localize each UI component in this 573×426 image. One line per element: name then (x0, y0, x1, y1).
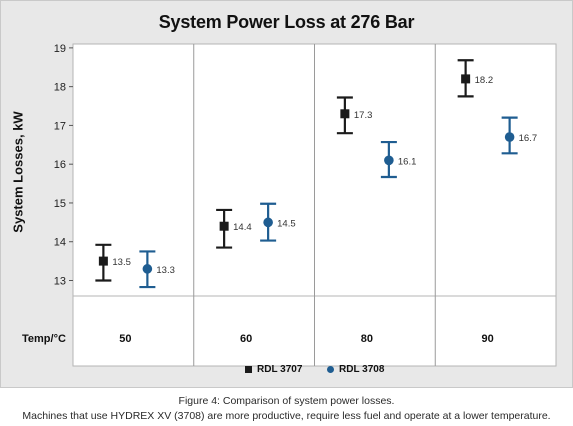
figure-caption-title: Figure 4: Comparison of system power los… (178, 395, 395, 407)
y-tick-label: 19 (54, 43, 66, 55)
legend-item-rdl3707: RDL 3707 (245, 364, 302, 375)
category-label: 90 (482, 333, 494, 345)
chart-title: System Power Loss at 276 Bar (158, 12, 415, 32)
legend-label-rdl3708: RDL 3708 (339, 364, 385, 375)
data-point-square (98, 256, 108, 266)
data-point-square (461, 74, 471, 84)
x-axis-title: Temp/°C (22, 333, 66, 345)
y-tick-label: 14 (54, 237, 66, 249)
data-point-circle (504, 132, 515, 142)
legend-circle-marker (327, 366, 334, 373)
data-point-circle (263, 217, 273, 228)
legend-square-marker (245, 366, 252, 373)
category-label: 50 (119, 333, 131, 345)
plot-area: 13 14 15 16 17 18 19 50 60 80 90 13.5 14.4 17.3 18.2 13… (54, 43, 557, 367)
category-label: 80 (361, 333, 373, 345)
data-point-circle (142, 264, 153, 274)
y-tick-label: 17 (54, 120, 66, 132)
data-label: 18.2 (475, 75, 494, 86)
legend-label-rdl3707: RDL 3707 (257, 364, 303, 375)
data-label: 17.3 (354, 110, 373, 121)
data-point-circle (384, 155, 394, 166)
y-tick-label: 15 (54, 198, 66, 210)
data-point-square (219, 221, 229, 231)
data-label: 16.7 (519, 133, 538, 144)
data-label: 14.4 (233, 222, 252, 233)
category-label: 60 (240, 333, 252, 345)
y-tick-label: 16 (54, 159, 66, 171)
figure-caption-body: Machines that use HYDREX XV (3708) are m… (22, 410, 551, 422)
legend-item-rdl3708: RDL 3708 (327, 364, 384, 375)
data-label: 16.1 (398, 156, 417, 167)
data-label: 14.5 (277, 218, 296, 229)
data-point-square (340, 109, 350, 119)
data-label: 13.3 (156, 265, 175, 276)
y-tick-label: 18 (54, 82, 66, 94)
data-label: 13.5 (112, 257, 131, 268)
y-tick-label: 13 (54, 275, 66, 287)
